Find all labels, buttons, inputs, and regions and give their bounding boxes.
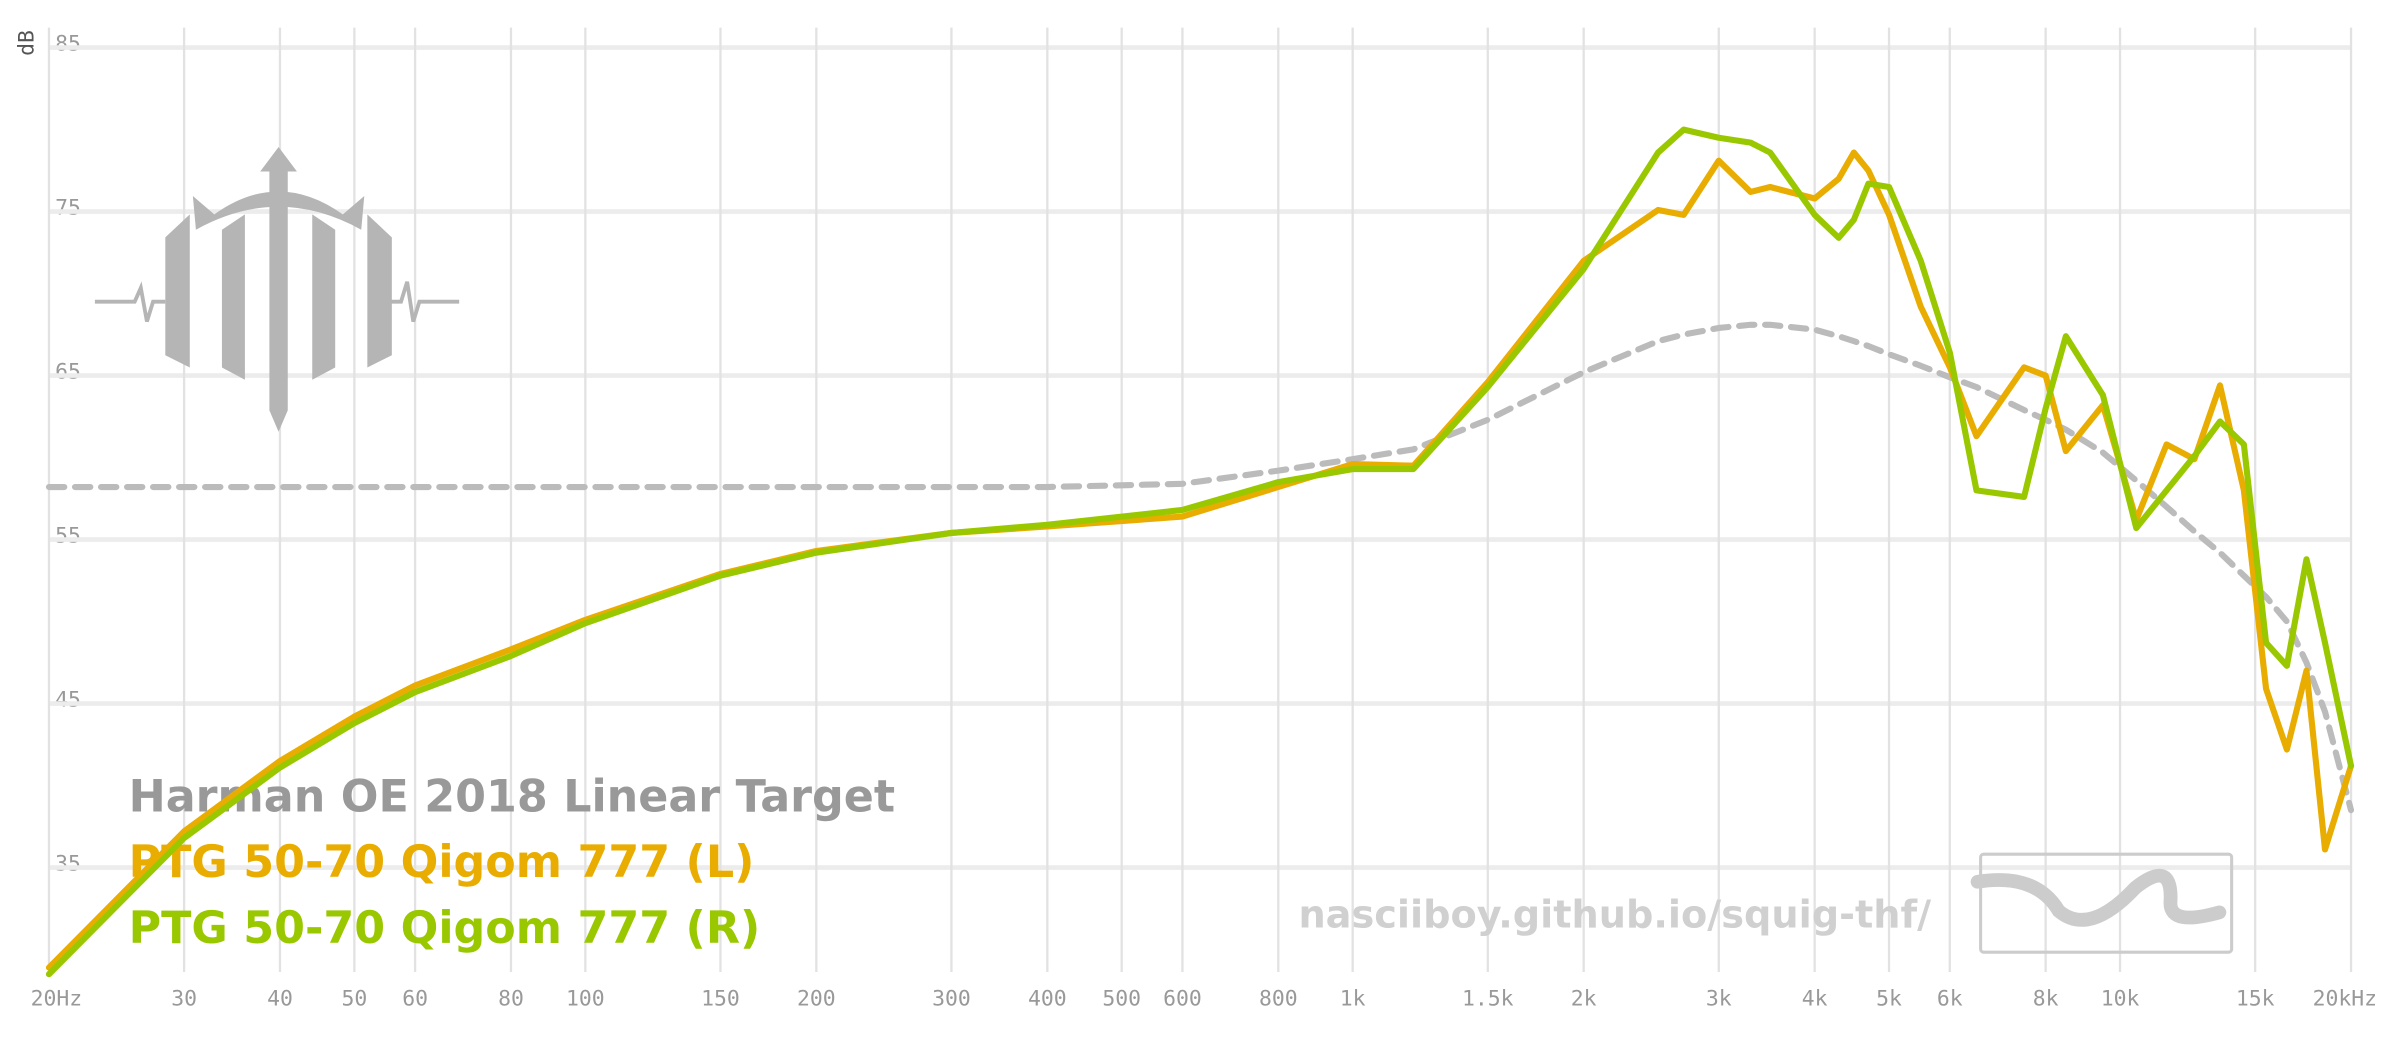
x-tick-label: 100	[566, 987, 605, 1012]
y-tick-label: 35	[55, 851, 81, 876]
x-tick-label: 2k	[1571, 987, 1597, 1012]
series-line	[45, 321, 2355, 814]
x-tick-label: 200	[797, 987, 836, 1012]
x-tick-label: 15k	[2236, 987, 2275, 1012]
legend-entry: PTG 50-70 Qigom 777 (L)	[129, 837, 755, 888]
watermark: nasciiboy.github.io/squig-thf/	[1298, 893, 1931, 938]
x-tick-label: 80	[498, 987, 524, 1012]
y-tick-label: 75	[55, 196, 81, 221]
y-tick-label: 85	[55, 32, 81, 57]
x-tick-label: 300	[932, 987, 971, 1012]
x-tick-label: 50	[341, 987, 367, 1012]
x-tick-label: 800	[1259, 987, 1298, 1012]
y-tick-label: 65	[55, 359, 81, 384]
logo	[94, 147, 460, 432]
x-tick-label: 20Hz	[31, 987, 83, 1012]
series-line	[45, 126, 2355, 978]
y-tick-label: 55	[55, 523, 81, 548]
watermark-logo	[1970, 852, 2234, 954]
grid	[47, 27, 2353, 973]
x-tick-label: 20kHz	[2313, 987, 2377, 1012]
x-tick-label: 30	[171, 987, 197, 1012]
x-tick-label: 5k	[1876, 987, 1902, 1012]
x-tick-label: 60	[402, 987, 428, 1012]
y-tick-label: 45	[55, 687, 81, 712]
x-tick-label: 1k	[1340, 987, 1366, 1012]
x-tick-label: 150	[701, 987, 740, 1012]
x-tick-label: 3k	[1706, 987, 1732, 1012]
y-axis-label: dB	[15, 30, 40, 56]
legend-entry: PTG 50-70 Qigom 777 (R)	[129, 903, 761, 954]
x-tick-label: 500	[1102, 987, 1141, 1012]
x-tick-label: 6k	[1937, 987, 1963, 1012]
x-tick-label: 1.5k	[1462, 987, 1514, 1012]
x-tick-label: 4k	[1802, 987, 1828, 1012]
x-tick-label: 400	[1028, 987, 1067, 1012]
x-tick-label: 10k	[2101, 987, 2140, 1012]
x-tick-label: 600	[1163, 987, 1202, 1012]
x-tick-label: 8k	[2033, 987, 2059, 1012]
x-tick-label: 40	[267, 987, 293, 1012]
